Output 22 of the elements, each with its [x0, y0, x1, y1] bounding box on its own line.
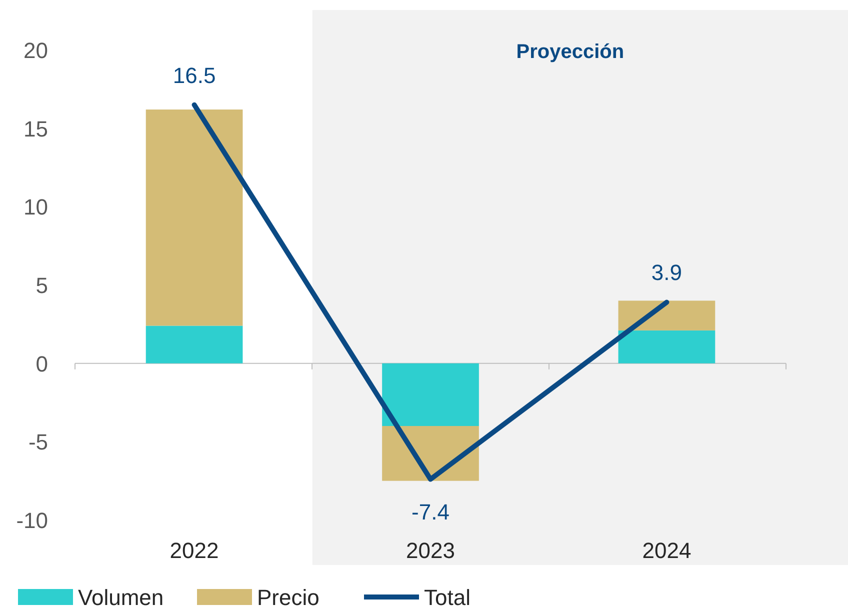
x-tick-label: 2023 [406, 538, 455, 563]
y-tick-label: -10 [16, 508, 48, 533]
bar [146, 110, 243, 326]
bar [618, 330, 716, 364]
legend-label: Total [424, 585, 470, 609]
bar [146, 326, 243, 364]
y-tick-label: -5 [28, 430, 48, 455]
data-label: 3.9 [651, 260, 682, 286]
x-tick-label: 2024 [642, 538, 692, 563]
y-tick-label: 15 [24, 116, 48, 142]
legend-label: Precio [257, 585, 320, 609]
bar [382, 363, 479, 426]
legend-label: Volumen [78, 585, 164, 609]
y-tick-label: 20 [24, 38, 48, 63]
y-tick-label: 5 [36, 273, 48, 298]
y-tick-label: 10 [24, 194, 48, 220]
y-tick-label: 0 [36, 351, 48, 376]
data-label: -7.4 [412, 499, 450, 524]
data-label: 16.5 [172, 62, 216, 88]
x-tick-label: 2022 [170, 538, 219, 563]
bar [618, 300, 716, 330]
band-label: Proyección [516, 41, 624, 63]
